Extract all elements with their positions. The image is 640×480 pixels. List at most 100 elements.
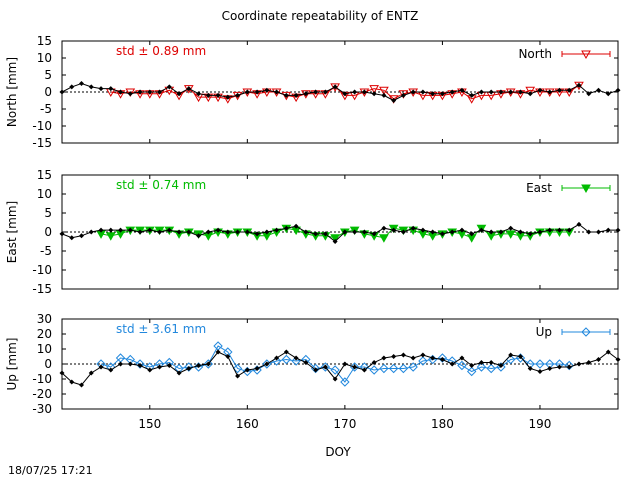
- data-point-black: [293, 92, 299, 98]
- data-point-colored: [505, 230, 516, 239]
- data-point-black: [439, 357, 445, 362]
- data-point-colored: [193, 362, 204, 372]
- data-point-black: [332, 376, 338, 382]
- data-point-colored: [135, 359, 145, 369]
- data-point-black: [205, 229, 211, 235]
- y-axis-label: North [mm]: [5, 57, 19, 127]
- data-point-black: [586, 360, 592, 365]
- y-tick-label: 15: [37, 168, 52, 182]
- data-point-black: [342, 361, 348, 367]
- data-point-black: [283, 225, 289, 231]
- data-point-black: [186, 229, 192, 235]
- data-point-black: [225, 94, 231, 100]
- data-point-black: [235, 373, 241, 379]
- data-point-black: [410, 225, 416, 231]
- panel-east: 15 10 5 0 -5 -10 -15 East [mm] std ± 0.74 mm East: [5, 168, 621, 296]
- data-point-black: [595, 87, 601, 93]
- data-point-black: [59, 89, 65, 95]
- panel-north: 15 10 5 0 -5 -10 -15 North [mm] std ± 0.89 mm Nor…: [5, 34, 621, 150]
- data-point-black: [225, 354, 231, 359]
- legend-label: Up: [536, 325, 552, 339]
- data-point-black: [157, 364, 163, 370]
- data-point-colored: [320, 362, 331, 372]
- y-tick-label: 5: [44, 68, 52, 82]
- data-point-colored: [369, 365, 379, 375]
- data-point-black: [459, 355, 465, 361]
- data-point-black: [88, 370, 94, 376]
- data-point-black: [274, 89, 280, 95]
- data-point-black: [488, 89, 494, 95]
- data-point-black: [400, 352, 406, 358]
- data-point-black: [498, 89, 504, 95]
- timestamp: 18/07/25 17:21: [8, 464, 93, 477]
- y-tick-label: -20: [32, 387, 52, 401]
- data-point-black: [98, 364, 104, 370]
- data-point-black: [79, 233, 85, 239]
- data-point-black: [508, 352, 514, 358]
- data-point-black: [118, 361, 124, 367]
- y-tick-label: 15: [37, 34, 52, 48]
- legend-marker: [581, 184, 591, 194]
- data-point-black: [205, 92, 211, 98]
- data-point-black: [225, 229, 231, 235]
- y-tick-label: -5: [40, 102, 52, 116]
- data-point-black: [381, 225, 387, 231]
- data-point-black: [615, 87, 621, 93]
- data-point-black: [137, 89, 143, 95]
- series-line-colored: [100, 345, 570, 383]
- data-point-black: [322, 231, 328, 237]
- data-point-black: [576, 221, 582, 227]
- data-point-colored: [388, 363, 399, 374]
- data-point-black: [244, 229, 250, 235]
- legend-marker: [581, 50, 591, 60]
- data-point-black: [205, 361, 211, 367]
- data-point-black: [313, 231, 319, 237]
- data-point-black: [264, 229, 270, 235]
- data-point-black: [166, 363, 172, 368]
- data-point-black: [215, 227, 221, 233]
- data-point-black: [391, 98, 397, 103]
- data-point-black: [69, 84, 75, 90]
- data-point-black: [517, 229, 523, 235]
- x-tick-label: 180: [431, 417, 454, 431]
- data-point-colored: [408, 362, 418, 372]
- data-point-black: [69, 379, 75, 385]
- x-tick-label: 190: [529, 417, 552, 431]
- data-point-black: [469, 231, 475, 237]
- x-tick-labels: 150 160 170 180 190: [138, 417, 551, 431]
- data-point-black: [176, 370, 182, 376]
- data-point-black: [176, 91, 182, 97]
- data-point-black: [449, 361, 455, 367]
- series-line-black: [61, 351, 619, 386]
- data-point-colored: [564, 360, 574, 371]
- data-point-black: [391, 354, 397, 359]
- data-point-black: [147, 89, 153, 95]
- data-point-black: [98, 227, 104, 233]
- data-point-colored: [486, 363, 496, 374]
- data-point-black: [420, 89, 426, 95]
- data-point-black: [391, 227, 397, 233]
- data-point-black: [196, 363, 202, 368]
- data-point-black: [215, 349, 221, 355]
- data-point-black: [469, 363, 475, 368]
- data-point-black: [469, 92, 475, 98]
- data-point-black: [430, 91, 436, 97]
- data-point-black: [459, 87, 465, 93]
- data-point-black: [147, 367, 153, 373]
- data-point-black: [527, 231, 533, 237]
- data-point-black: [576, 82, 582, 88]
- data-point-black: [108, 86, 114, 92]
- y-tick-label: 10: [37, 342, 52, 356]
- data-point-black: [595, 229, 601, 235]
- data-point-black: [556, 364, 562, 370]
- y-tick-label: 0: [44, 357, 52, 371]
- data-point-black: [508, 225, 514, 231]
- data-point-black: [157, 229, 163, 235]
- data-point-black: [254, 366, 260, 371]
- data-point-black: [108, 227, 114, 233]
- data-point-black: [79, 81, 85, 86]
- data-point-black: [215, 92, 221, 98]
- data-point-black: [196, 91, 202, 97]
